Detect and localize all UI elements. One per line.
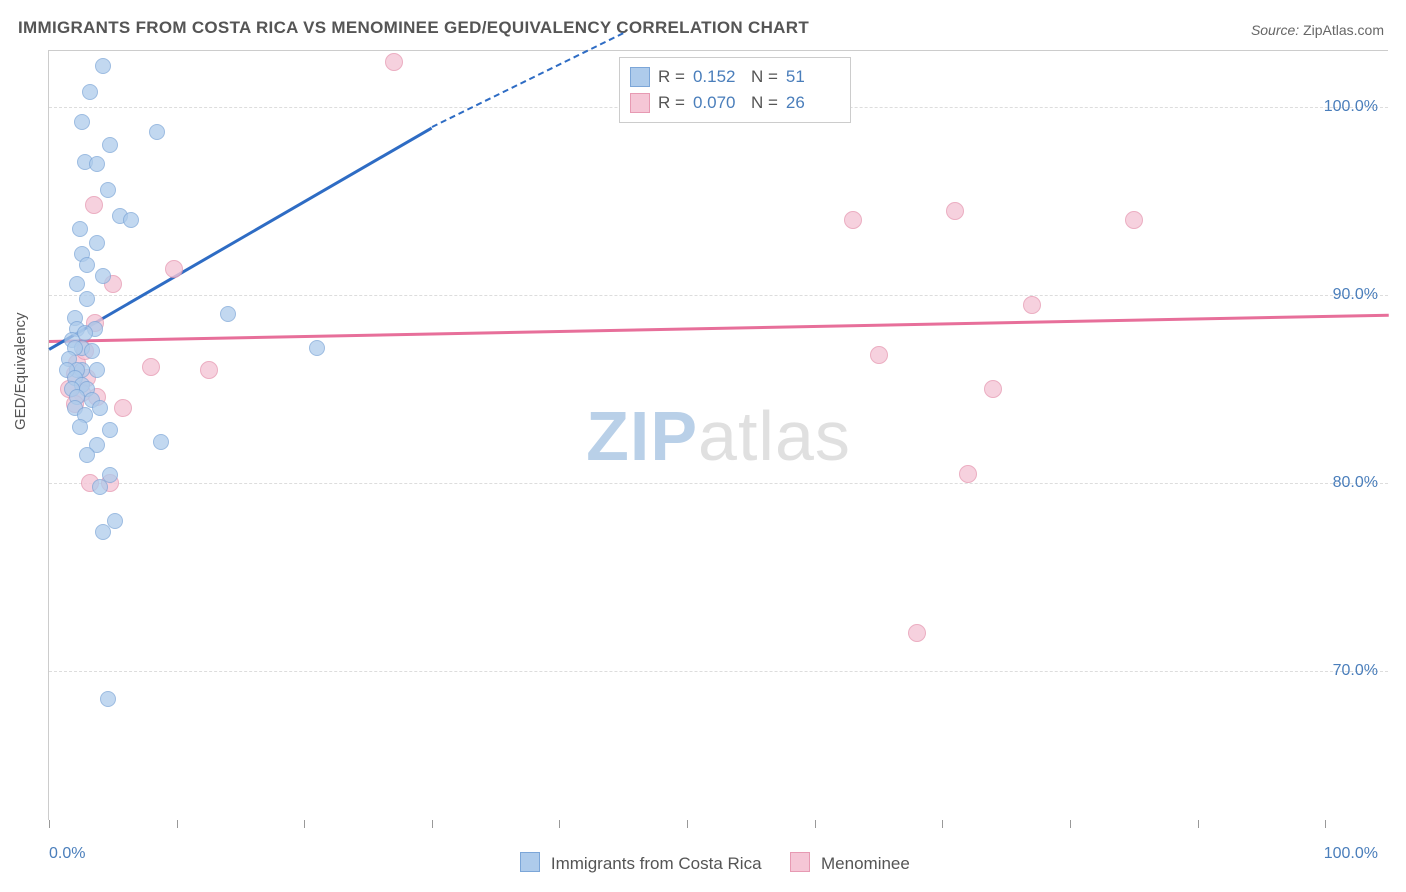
trend-line: [48, 126, 432, 350]
y-tick-label: 80.0%: [1333, 474, 1378, 492]
scatter-point-a: [89, 235, 105, 251]
scatter-point-b: [114, 399, 132, 417]
scatter-point-a: [89, 362, 105, 378]
stats-row: R = 0.070 N = 26: [630, 90, 836, 116]
trend-line: [49, 314, 1389, 343]
n-label: N =: [751, 93, 778, 113]
n-value: 26: [786, 93, 836, 113]
legend-swatch-b: [790, 852, 810, 872]
stats-legend: R = 0.152 N = 51 R = 0.070 N = 26: [619, 57, 851, 123]
scatter-point-a: [309, 340, 325, 356]
r-value: 0.070: [693, 93, 743, 113]
scatter-point-a: [149, 124, 165, 140]
bottom-legend: Immigrants from Costa Rica Menominee: [0, 852, 1406, 874]
source-value: ZipAtlas.com: [1303, 22, 1384, 38]
scatter-point-a: [92, 479, 108, 495]
scatter-point-b: [1125, 211, 1143, 229]
y-tick-label: 90.0%: [1333, 286, 1378, 304]
source-attribution: Source: ZipAtlas.com: [1251, 22, 1384, 38]
x-tick: [815, 820, 816, 828]
scatter-point-a: [82, 84, 98, 100]
scatter-point-b: [984, 380, 1002, 398]
scatter-point-a: [100, 691, 116, 707]
scatter-point-a: [79, 291, 95, 307]
y-axis-label: GED/Equivalency: [12, 312, 29, 430]
scatter-point-a: [123, 212, 139, 228]
legend-label-a: Immigrants from Costa Rica: [551, 854, 762, 873]
n-value: 51: [786, 67, 836, 87]
scatter-point-a: [89, 156, 105, 172]
x-tick: [559, 820, 560, 828]
scatter-point-a: [79, 257, 95, 273]
scatter-point-b: [385, 53, 403, 71]
scatter-point-a: [72, 221, 88, 237]
legend-swatch-a: [520, 852, 540, 872]
scatter-point-a: [69, 276, 85, 292]
scatter-point-b: [870, 346, 888, 364]
scatter-point-a: [92, 400, 108, 416]
r-value: 0.152: [693, 67, 743, 87]
y-tick-label: 70.0%: [1333, 662, 1378, 680]
scatter-point-b: [85, 196, 103, 214]
watermark-part-a: ZIP: [586, 397, 698, 475]
y-tick-label: 100.0%: [1324, 98, 1378, 116]
x-tick: [49, 820, 50, 828]
scatter-point-b: [908, 624, 926, 642]
r-label: R =: [658, 67, 685, 87]
x-tick: [432, 820, 433, 828]
scatter-point-a: [95, 268, 111, 284]
x-tick: [1198, 820, 1199, 828]
scatter-point-a: [95, 524, 111, 540]
scatter-point-b: [1023, 296, 1041, 314]
r-label: R =: [658, 93, 685, 113]
watermark-part-b: atlas: [698, 397, 851, 475]
scatter-point-b: [142, 358, 160, 376]
scatter-point-b: [165, 260, 183, 278]
x-tick: [304, 820, 305, 828]
scatter-point-b: [959, 465, 977, 483]
gridline: [49, 671, 1388, 672]
x-tick: [1325, 820, 1326, 828]
watermark: ZIPatlas: [586, 396, 851, 476]
scatter-point-a: [153, 434, 169, 450]
gridline: [49, 295, 1388, 296]
x-tick: [177, 820, 178, 828]
scatter-point-a: [72, 419, 88, 435]
legend-swatch-icon: [630, 67, 650, 87]
legend-swatch-icon: [630, 93, 650, 113]
source-label: Source:: [1251, 22, 1303, 38]
legend-label-b: Menominee: [821, 854, 910, 873]
scatter-point-a: [220, 306, 236, 322]
stats-row: R = 0.152 N = 51: [630, 64, 836, 90]
scatter-point-b: [200, 361, 218, 379]
scatter-point-a: [84, 343, 100, 359]
scatter-point-b: [844, 211, 862, 229]
scatter-point-a: [74, 114, 90, 130]
n-label: N =: [751, 67, 778, 87]
x-tick: [1070, 820, 1071, 828]
scatter-point-b: [946, 202, 964, 220]
x-tick: [687, 820, 688, 828]
gridline: [49, 483, 1388, 484]
chart-title: IMMIGRANTS FROM COSTA RICA VS MENOMINEE …: [18, 18, 809, 38]
scatter-point-a: [102, 137, 118, 153]
scatter-point-a: [95, 58, 111, 74]
scatter-point-a: [79, 447, 95, 463]
x-tick: [942, 820, 943, 828]
scatter-point-a: [100, 182, 116, 198]
scatter-point-a: [107, 513, 123, 529]
scatter-point-a: [102, 422, 118, 438]
trend-line: [431, 32, 623, 128]
plot-area: ZIPatlas 70.0%80.0%90.0%100.0%0.0%100.0%…: [48, 50, 1388, 820]
